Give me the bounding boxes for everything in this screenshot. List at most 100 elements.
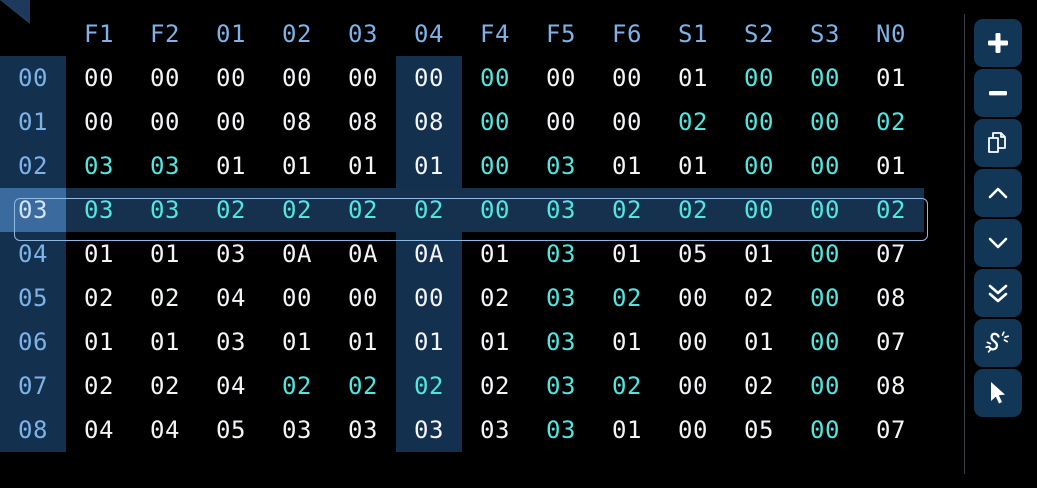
table-row[interactable]: 06 01 01 03 01 01 01 01 03 01 00 01 00 07	[0, 320, 924, 364]
hex-data-table[interactable]: F1 F2 01 02 03 04 F4 F5 F6 S1 S2 S3 N0 00 00 00 00 00 00 0…	[0, 12, 924, 452]
cell[interactable]: 00	[678, 416, 708, 444]
cell[interactable]: 02	[330, 188, 396, 232]
cell[interactable]: 02	[678, 108, 708, 136]
column-header-S1[interactable]: S1	[678, 20, 708, 48]
cell[interactable]: 00	[348, 64, 378, 92]
cell[interactable]: 01	[612, 240, 642, 268]
cell[interactable]: 03	[546, 372, 576, 400]
row-header-05[interactable]: 05	[0, 276, 66, 320]
table-row[interactable]: 04 01 01 03 0A 0A 0A 01 03 01 05 01 00 07	[0, 232, 924, 276]
cell[interactable]: 01	[744, 328, 774, 356]
cell[interactable]: 01	[282, 328, 312, 356]
table-row[interactable]: 03 03 03 02 02 02 02 00 03 02 02 00 00 02	[0, 188, 924, 232]
column-header-02[interactable]: 02	[282, 20, 312, 48]
row-header-08[interactable]: 08	[0, 408, 66, 452]
cell[interactable]: 0A	[396, 232, 462, 276]
cell[interactable]: 00	[678, 372, 708, 400]
cell[interactable]: 00	[612, 64, 642, 92]
cell[interactable]: 00	[612, 108, 642, 136]
row-header-03[interactable]: 03	[0, 188, 66, 232]
row-header-06[interactable]: 06	[0, 320, 66, 364]
cell[interactable]: 01	[348, 328, 378, 356]
cell[interactable]: 00	[810, 372, 840, 400]
cell[interactable]: 00	[396, 56, 462, 100]
table-row[interactable]: 00 00 00 00 00 00 00 00 00 00 01 00 00 01	[0, 56, 924, 100]
cell[interactable]: 02	[84, 284, 114, 312]
cell[interactable]: 03	[348, 416, 378, 444]
cell[interactable]: 00	[480, 64, 510, 92]
cell[interactable]: 01	[678, 152, 708, 180]
cell[interactable]: 00	[678, 284, 708, 312]
cell[interactable]: 01	[84, 328, 114, 356]
cell[interactable]: 03	[480, 416, 510, 444]
cell[interactable]: 00	[810, 284, 840, 312]
cell[interactable]: 00	[810, 328, 840, 356]
next-button[interactable]	[974, 219, 1022, 267]
cell[interactable]: 01	[480, 328, 510, 356]
cell[interactable]: 01	[348, 152, 378, 180]
jump-to-end-button[interactable]	[974, 269, 1022, 317]
cell[interactable]: 01	[396, 144, 462, 188]
cell[interactable]: 02	[84, 372, 114, 400]
column-header-F4[interactable]: F4	[480, 20, 510, 48]
cell[interactable]: 00	[546, 108, 576, 136]
cell[interactable]: 00	[810, 240, 840, 268]
plus-button[interactable]	[974, 19, 1022, 67]
cell[interactable]: 02	[480, 372, 510, 400]
cell[interactable]: 02	[744, 284, 774, 312]
row-header-00[interactable]: 00	[0, 56, 66, 100]
table-row[interactable]: 07 02 02 04 02 02 02 02 03 02 00 02 00 08	[0, 364, 924, 408]
cell[interactable]: 00	[216, 64, 246, 92]
cell[interactable]: 01	[612, 328, 642, 356]
cell[interactable]: 00	[84, 108, 114, 136]
cell[interactable]: 00	[150, 64, 180, 92]
table-body[interactable]: 00 00 00 00 00 00 00 00 00 00 01 00 00 01 01 00 00 00 08 08…	[0, 56, 924, 452]
row-header-02[interactable]: 02	[0, 144, 66, 188]
cell[interactable]: 04	[216, 284, 246, 312]
cell[interactable]: 00	[810, 64, 840, 92]
cell[interactable]: 08	[876, 284, 906, 312]
cell[interactable]: 03	[150, 152, 180, 180]
cell[interactable]: 00	[810, 108, 840, 136]
cell[interactable]: 01	[744, 240, 774, 268]
cell[interactable]: 02	[858, 188, 924, 232]
cell[interactable]: 00	[810, 416, 840, 444]
previous-button[interactable]	[974, 169, 1022, 217]
cell[interactable]: 01	[876, 152, 906, 180]
vertical-scrollbar-track[interactable]	[930, 0, 954, 488]
cell[interactable]: 02	[150, 284, 180, 312]
cell[interactable]: 00	[396, 276, 462, 320]
cell[interactable]: 01	[150, 328, 180, 356]
cell[interactable]: 00	[480, 152, 510, 180]
cell[interactable]: 01	[396, 320, 462, 364]
cell[interactable]: 02	[348, 372, 378, 400]
cell[interactable]: 01	[612, 152, 642, 180]
cell[interactable]: 03	[66, 188, 132, 232]
cell[interactable]: 01	[480, 240, 510, 268]
grid-region[interactable]: F1 F2 01 02 03 04 F4 F5 F6 S1 S2 S3 N0 00 00 00 00 00 00 0…	[0, 0, 960, 488]
row-header-01[interactable]: 01	[0, 100, 66, 144]
cell[interactable]: 00	[480, 108, 510, 136]
unlink-button[interactable]	[974, 319, 1022, 367]
cell[interactable]: 00	[744, 108, 774, 136]
cell[interactable]: 03	[84, 152, 114, 180]
cell[interactable]: 02	[612, 372, 642, 400]
column-header-F5[interactable]: F5	[546, 20, 576, 48]
cell[interactable]: 02	[594, 188, 660, 232]
cell[interactable]: 02	[264, 188, 330, 232]
cell[interactable]: 03	[216, 328, 246, 356]
cell[interactable]: 03	[132, 188, 198, 232]
cell[interactable]: 03	[546, 416, 576, 444]
column-header-03[interactable]: 03	[348, 20, 378, 48]
cell[interactable]: 01	[282, 152, 312, 180]
table-row[interactable]: 08 04 04 05 03 03 03 03 03 01 00 05 00 07	[0, 408, 924, 452]
cell[interactable]: 03	[546, 328, 576, 356]
column-header-F6[interactable]: F6	[612, 20, 642, 48]
column-header-N0[interactable]: N0	[876, 20, 906, 48]
cell[interactable]: 04	[84, 416, 114, 444]
column-header-01[interactable]: 01	[216, 20, 246, 48]
cell[interactable]: 05	[216, 416, 246, 444]
cell[interactable]: 00	[348, 284, 378, 312]
cell[interactable]: 08	[348, 108, 378, 136]
duplicate-button[interactable]	[974, 119, 1022, 167]
